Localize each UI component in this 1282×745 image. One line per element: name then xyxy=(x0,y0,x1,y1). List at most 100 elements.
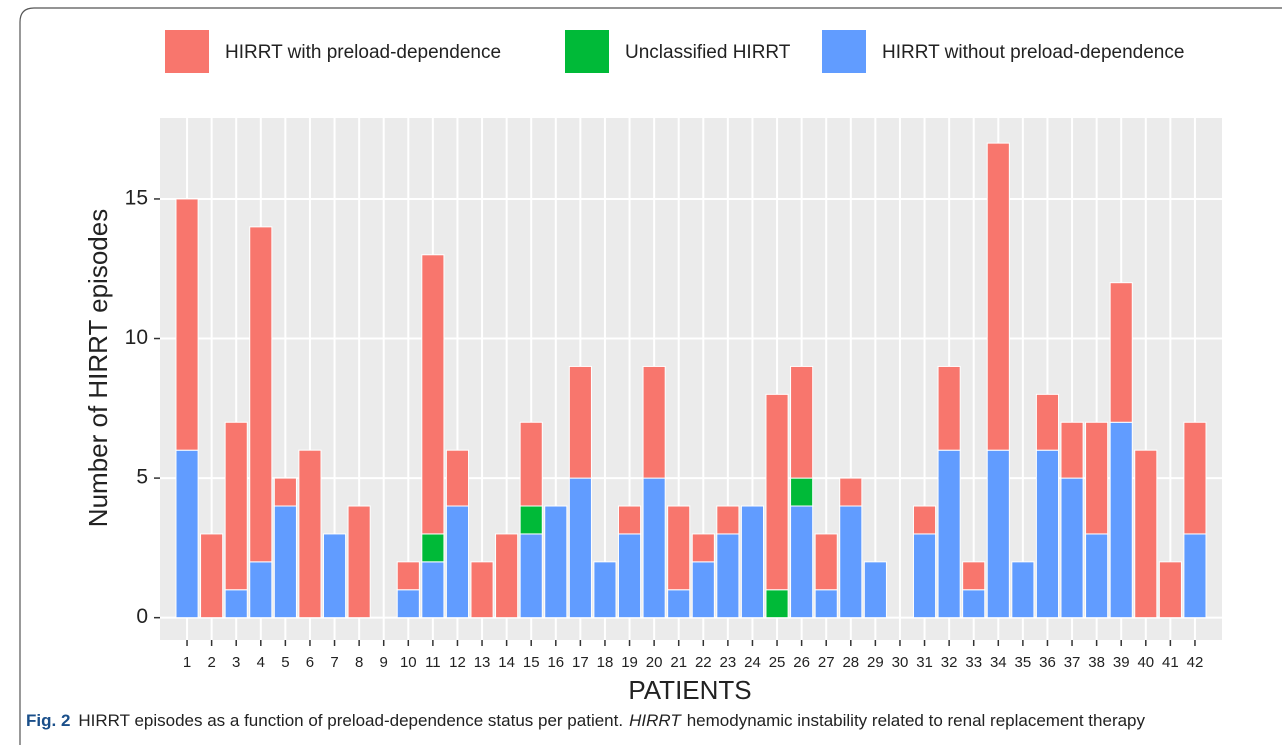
bar-segment xyxy=(445,505,470,619)
bar-segment xyxy=(1085,421,1109,535)
legend: HIRRT with preload-dependence Unclassifie… xyxy=(165,30,1184,73)
x-tick-label: 13 xyxy=(474,654,491,671)
bar-segment xyxy=(273,505,297,619)
caption: Fig. 2 HIRRT episodes as a function of pr… xyxy=(26,711,1146,730)
x-tick-label: 4 xyxy=(257,654,265,671)
y-tick-label: 0 xyxy=(136,605,148,628)
x-tick-label: 23 xyxy=(720,654,737,671)
x-tick-label: 12 xyxy=(449,654,466,671)
y-axis-title: Number of HIRRT episodes xyxy=(83,209,113,527)
x-tick-label: 37 xyxy=(1064,654,1081,671)
bar-segment xyxy=(740,505,765,619)
x-tick-label: 6 xyxy=(306,654,314,671)
x-tick-label: 39 xyxy=(1113,654,1130,671)
bar-segment xyxy=(765,589,789,619)
x-tick-label: 26 xyxy=(793,654,810,671)
bar-segment xyxy=(568,477,592,619)
x-tick-label: 40 xyxy=(1137,654,1154,671)
legend-swatch xyxy=(822,30,866,73)
bar-segment xyxy=(667,589,691,619)
x-tick-label: 42 xyxy=(1187,654,1204,671)
bar-segment xyxy=(937,365,961,451)
bar-segment xyxy=(617,505,642,535)
bar-segment xyxy=(273,477,297,507)
bar-segment xyxy=(863,561,887,619)
x-tick-label: 8 xyxy=(355,654,363,671)
bar-segment xyxy=(1183,533,1207,619)
bar-segment xyxy=(396,589,420,619)
legend-label: HIRRT without preload-dependence xyxy=(882,42,1184,63)
bar-segment xyxy=(445,449,470,507)
bar-segment xyxy=(1060,477,1084,619)
bar-segment xyxy=(175,449,199,619)
caption-text: HIRRT episodes as a function of preload-… xyxy=(78,711,623,730)
legend-label: HIRRT with preload-dependence xyxy=(225,42,501,63)
x-tick-label: 38 xyxy=(1088,654,1105,671)
bar-segment xyxy=(519,533,543,619)
bar-segment xyxy=(986,449,1010,619)
bar-segment xyxy=(1109,421,1133,619)
x-tick-label: 2 xyxy=(207,654,215,671)
bar-segment xyxy=(1060,421,1084,479)
bar-segment xyxy=(962,561,986,591)
x-tick-label: 34 xyxy=(990,654,1007,671)
y-tick-label: 15 xyxy=(125,186,148,209)
caption-abbreviation: HIRRT xyxy=(629,711,682,730)
bar-segment xyxy=(617,533,642,619)
x-tick-label: 15 xyxy=(523,654,540,671)
bar-segment xyxy=(224,421,248,591)
x-tick-label: 33 xyxy=(965,654,982,671)
x-tick-label: 21 xyxy=(670,654,687,671)
x-tick-label: 14 xyxy=(498,654,515,671)
x-tick-label: 11 xyxy=(425,654,441,671)
bar-segment xyxy=(224,589,248,619)
bar-segment xyxy=(519,421,543,507)
bar-segment xyxy=(642,477,666,619)
x-tick-label: 29 xyxy=(867,654,884,671)
bar-segment xyxy=(249,226,273,563)
x-tick-label: 9 xyxy=(380,654,388,671)
bar-segment xyxy=(716,505,740,535)
bar-segment xyxy=(249,561,273,619)
x-tick-label: 31 xyxy=(916,654,933,671)
bar-segment xyxy=(790,365,814,479)
x-tick-label: 24 xyxy=(744,654,761,671)
bar-segment xyxy=(421,561,445,619)
caption-label: Fig. 2 xyxy=(26,711,70,730)
bar-segment xyxy=(421,533,445,563)
bar-segment xyxy=(691,533,715,563)
x-tick-label: 10 xyxy=(400,654,417,671)
figure-frame xyxy=(19,7,1282,745)
bar-segment xyxy=(1035,393,1060,451)
bar-segment xyxy=(298,449,322,619)
legend-swatch xyxy=(565,30,609,73)
bar-segment xyxy=(175,198,199,451)
x-tick-label: 5 xyxy=(281,654,289,671)
bar-segment xyxy=(495,533,519,619)
x-tick-label: 28 xyxy=(842,654,859,671)
bar-segment xyxy=(1134,449,1158,619)
bar-segment xyxy=(1085,533,1109,619)
y-tick-label: 10 xyxy=(125,326,148,349)
x-tick-label: 1 xyxy=(183,654,191,671)
x-tick-label: 35 xyxy=(1015,654,1032,671)
bar-segment xyxy=(347,505,371,619)
x-tick-label: 20 xyxy=(646,654,663,671)
bar-segment xyxy=(642,365,666,479)
x-tick-label: 16 xyxy=(547,654,564,671)
x-tick-label: 32 xyxy=(941,654,958,671)
bar-segment xyxy=(790,477,814,507)
bar-segment xyxy=(1035,449,1060,619)
bar-segment xyxy=(593,561,617,619)
bar-segment xyxy=(716,533,740,619)
bar-segment xyxy=(912,533,937,619)
x-tick-label: 30 xyxy=(892,654,909,671)
bar-segment xyxy=(200,533,224,619)
bar-segment xyxy=(790,505,814,619)
bar-segment xyxy=(1183,421,1207,535)
bar-segment xyxy=(1109,282,1133,423)
bar-segment xyxy=(322,533,347,619)
bar-segment xyxy=(519,505,543,535)
bar-segment xyxy=(667,505,691,591)
